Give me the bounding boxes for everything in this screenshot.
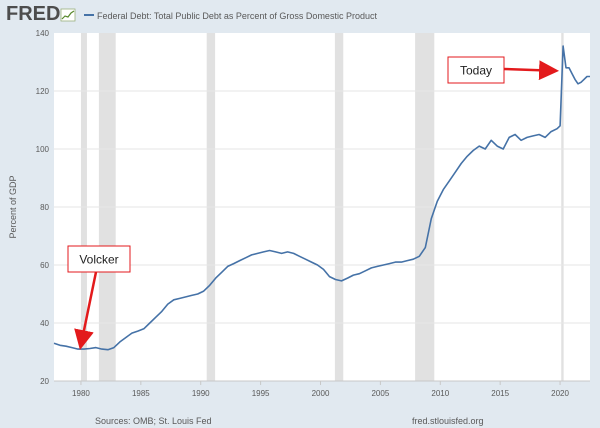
x-tick-label-1990: 1990 <box>192 389 210 398</box>
y-tick-label-20: 20 <box>40 377 49 386</box>
fred-url-link[interactable]: fred.stlouisfed.org <box>412 416 484 426</box>
annotation-arrow-volcker <box>74 271 98 350</box>
y-tick-label-140: 140 <box>36 29 50 38</box>
logo-chart-icon <box>60 8 76 22</box>
x-tick-label-2005: 2005 <box>371 389 389 398</box>
x-tick-label-1995: 1995 <box>252 389 270 398</box>
x-tick-label-2010: 2010 <box>431 389 449 398</box>
grid-lines <box>54 90 590 324</box>
y-axis-ticks: 20 40 60 80 100 120 140 <box>36 29 50 386</box>
annotation-label-volcker: Volcker <box>79 253 118 267</box>
x-tick-label-1985: 1985 <box>132 389 150 398</box>
x-tick-label-2020: 2020 <box>551 389 569 398</box>
annotation-box-today <box>447 56 505 84</box>
x-axis-ticks: 1980 1985 1990 1995 2000 2005 2010 2015 2020 <box>72 381 570 398</box>
source-text: Sources: OMB; St. Louis Fed <box>95 416 212 426</box>
y-axis-label: Percent of GDP <box>8 175 18 238</box>
y-tick-label-100: 100 <box>36 145 50 154</box>
annotations: Volcker Today <box>67 56 560 350</box>
series-line-debt-to-gdp <box>53 45 590 351</box>
x-tick-label-2000: 2000 <box>312 389 330 398</box>
x-tick-label-1980: 1980 <box>72 389 90 398</box>
annotation-arrow-today <box>503 60 560 81</box>
fred-logo: FRED <box>6 3 60 25</box>
annotation-label-today: Today <box>460 64 492 78</box>
y-tick-label-60: 60 <box>40 261 49 270</box>
annotation-box-volcker <box>67 245 131 273</box>
y-tick-label-80: 80 <box>40 203 49 212</box>
y-tick-label-120: 120 <box>36 87 50 96</box>
legend-label: Federal Debt: Total Public Debt as Perce… <box>97 11 377 21</box>
x-tick-label-2015: 2015 <box>491 389 509 398</box>
y-tick-label-40: 40 <box>40 319 49 328</box>
